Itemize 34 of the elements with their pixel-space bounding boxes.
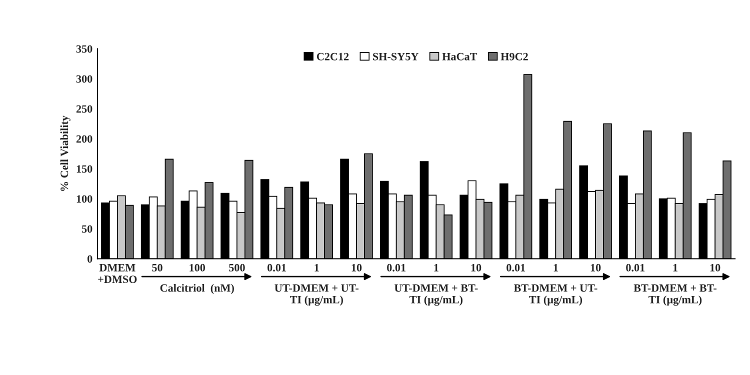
legend-label: SH-SY5Y [373,52,419,60]
text: UT-DMEM + UT- TI (µg/mL) [274,284,358,306]
y-tick-label: 100 [76,195,92,203]
x-tick-label: 0.01 [268,264,286,272]
x-tick-label: 1 [554,264,558,272]
x-tick-label: 50 [152,264,162,272]
x-tick-label: 1 [434,264,438,272]
y-tick-label: 350 [76,45,92,53]
text: BT-DMEM + UT- TI (µg/mL) [514,284,598,306]
x-tick-label: 0.01 [387,264,406,272]
x-tick-label: 10 [471,264,482,272]
y-tick-label: 300 [76,75,92,83]
text: BT-DMEM + BT- TI (µg/mL) [634,284,716,306]
text: UT-DMEM + BT- TI (µg/mL) [394,284,478,306]
y-tick-label: 150 [76,165,92,173]
x-tick-label: 100 [190,264,206,272]
text: Calcitriol (nM) [160,284,234,294]
y-tick-label: 0 [88,255,92,263]
x-tick-label: 0.01 [626,264,645,272]
x-tick-label: 10 [710,264,720,272]
y-tick-label: 250 [76,105,92,113]
x-tick-label: 10 [352,264,362,272]
y-tick-label: 50 [82,225,92,233]
legend-label: HaCaT [442,52,478,60]
legend-label: C2C12 [316,52,349,60]
x-tick-label: 1 [673,264,678,272]
legend-label: H9C2 [500,52,528,60]
x-tick-label: 1 [314,264,319,272]
x-tick-label: 10 [590,264,601,272]
x-tick-label: 0.01 [506,264,526,272]
y-tick-label: 200 [76,135,92,143]
y-axis-title: % Cell Viability [60,116,70,191]
x-tick-label: DMEM +DMSO [98,264,137,284]
x-tick-label: 500 [229,264,245,272]
